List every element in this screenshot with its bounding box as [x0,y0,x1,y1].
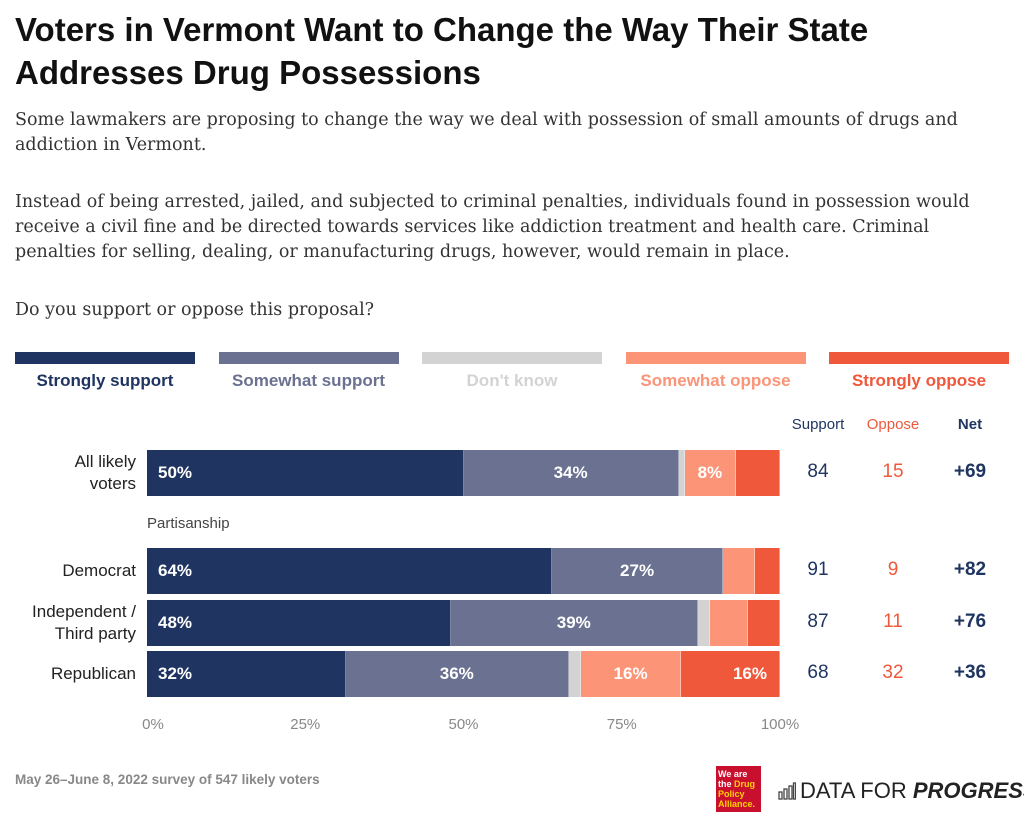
x-tick-label: 25% [290,716,321,733]
legend-swatch [625,352,806,364]
drug-policy-alliance-logo: We are the Drug Policy Alliance. [716,766,761,812]
oppose-value: 11 [883,611,903,632]
source-note: May 26–June 8, 2022 survey of 547 likely… [15,772,320,787]
support-header: Support [791,416,845,433]
row-label: All likely voters [74,452,136,493]
group-label: Partisanship [147,515,230,532]
x-tick-label: 0% [142,716,164,733]
bar-segment [710,600,749,646]
bar-segment [748,600,780,646]
oppose-value: 32 [882,662,904,683]
oppose-header: Oppose [866,416,920,433]
legend-label: Strongly support [36,371,174,390]
bar-segment [735,450,780,496]
bar-segment: 16% [680,651,780,697]
net-header: Net [957,416,983,433]
bar-segment: 16% [581,651,681,697]
bar-segment [723,548,755,594]
legend-label: Strongly oppose [851,371,987,390]
bar-segment: 64% [147,548,553,594]
bar-segment: 32% [147,651,346,697]
support-value: 84 [807,461,829,482]
question-text: Do you support or oppose this proposal? [15,300,375,320]
proposal-text: Instead of being arrested, jailed, and s… [15,192,970,262]
bar-segment [697,600,711,646]
oppose-value: 15 [882,461,904,482]
chart-title: Voters in Vermont Want to Change the Way… [15,11,869,91]
row-label: Democrat [62,561,136,580]
bar-segment: 50% [147,450,464,496]
x-tick-label: 100% [760,716,800,733]
bar-segment [754,548,780,594]
bar-segment: 27% [552,548,724,594]
bar-segment: 8% [685,450,736,496]
support-value: 68 [807,662,829,683]
row-label: Independent / Third party [32,602,136,643]
support-value: 91 [807,559,829,580]
net-value: +82 [953,559,987,580]
x-tick-label: 75% [606,716,637,733]
oppose-value: 9 [887,559,899,580]
legend-swatch [218,352,399,364]
bar-segment: 39% [450,600,698,646]
net-value: +36 [953,662,987,683]
row-label: Republican [50,664,136,683]
legend-swatch [422,352,602,364]
intro-text: Some lawmakers are proposing to change t… [15,110,958,155]
legend-label: Don't know [466,371,558,390]
net-value: +76 [953,611,987,632]
support-value: 87 [807,611,829,632]
net-value: +69 [953,461,987,482]
x-tick-label: 50% [448,716,479,733]
legend-label: Somewhat support [231,371,385,390]
legend-swatch [15,352,195,364]
bar-segment: 48% [147,600,451,646]
legend-swatch [829,352,1009,364]
legend-label: Somewhat oppose [640,371,791,390]
bar-segment [569,651,582,697]
data-for-progress-logo: DATA FOR PROGRESS [778,778,1024,804]
bar-chart-icon [778,780,797,800]
bar-segment: 34% [463,450,679,496]
bar-segment [678,450,686,496]
bar-segment: 36% [345,651,569,697]
